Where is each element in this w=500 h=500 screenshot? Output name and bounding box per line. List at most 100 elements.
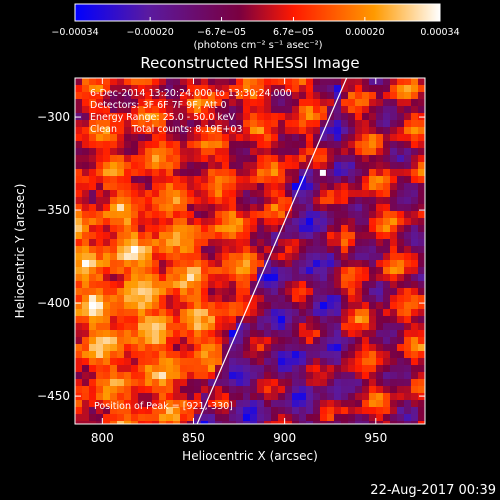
heatmap-cell [397, 225, 404, 232]
heatmap-cell [278, 323, 285, 330]
heatmap-cell [229, 267, 236, 274]
heatmap-cell [194, 148, 201, 155]
heatmap-cell [348, 78, 355, 85]
heatmap-cell [82, 246, 89, 253]
heatmap-cell [82, 190, 89, 197]
heatmap-cell [124, 155, 131, 162]
heatmap-cell [180, 372, 187, 379]
heatmap-cell [173, 365, 180, 372]
heatmap-cell [131, 421, 138, 424]
heatmap-cell [418, 225, 425, 232]
heatmap-cell [201, 183, 208, 190]
heatmap-cell [257, 148, 264, 155]
heatmap-cell [292, 351, 299, 358]
heatmap-cell [320, 85, 327, 92]
heatmap-cell [82, 302, 89, 309]
heatmap-cell [355, 85, 362, 92]
heatmap-cell [187, 239, 194, 246]
heatmap-cell [411, 281, 418, 288]
heatmap-cell [152, 393, 159, 400]
heatmap-cell [362, 281, 369, 288]
heatmap-cell [383, 148, 390, 155]
heatmap-cell [222, 316, 229, 323]
heatmap-cell [124, 372, 131, 379]
heatmap-cell [390, 106, 397, 113]
heatmap-cell [103, 92, 110, 99]
heatmap-cell [110, 393, 117, 400]
heatmap-cell [243, 211, 250, 218]
heatmap-cell [341, 232, 348, 239]
heatmap-cell [201, 92, 208, 99]
heatmap-cell [278, 330, 285, 337]
heatmap-cell [390, 379, 397, 386]
heatmap-cell [250, 85, 257, 92]
heatmap-cell [369, 414, 376, 421]
heatmap-cell [166, 232, 173, 239]
heatmap-cell [390, 295, 397, 302]
heatmap-cell [110, 344, 117, 351]
heatmap-cell [292, 99, 299, 106]
heatmap-cell [117, 393, 124, 400]
heatmap-cell [180, 155, 187, 162]
heatmap-cell [222, 260, 229, 267]
heatmap-cell [194, 372, 201, 379]
heatmap-cell [404, 379, 411, 386]
heatmap-cell [404, 183, 411, 190]
heatmap-cell [327, 134, 334, 141]
heatmap-cell [341, 337, 348, 344]
heatmap-cell [110, 302, 117, 309]
heatmap-cell [194, 239, 201, 246]
heatmap-cell [327, 197, 334, 204]
heatmap-cell [166, 323, 173, 330]
heatmap-cell [292, 78, 299, 85]
heatmap-cell [110, 148, 117, 155]
heatmap-cell [348, 218, 355, 225]
heatmap-cell [194, 393, 201, 400]
heatmap-cell [208, 106, 215, 113]
heatmap-cell [376, 365, 383, 372]
heatmap-cell [397, 316, 404, 323]
heatmap-cell [117, 218, 124, 225]
heatmap-cell [271, 99, 278, 106]
heatmap-cell [313, 239, 320, 246]
heatmap-cell [306, 295, 313, 302]
heatmap-cell [404, 386, 411, 393]
heatmap-cell [236, 85, 243, 92]
heatmap-cell [285, 295, 292, 302]
heatmap-cell [117, 358, 124, 365]
heatmap-cell [117, 120, 124, 127]
heatmap-cell [306, 351, 313, 358]
heatmap-cell [96, 197, 103, 204]
heatmap-cell [138, 400, 145, 407]
heatmap-cell [194, 246, 201, 253]
heatmap-cell [362, 225, 369, 232]
heatmap-cell [75, 260, 82, 267]
heatmap-cell [173, 113, 180, 120]
heatmap-cell [376, 407, 383, 414]
heatmap-cell [285, 211, 292, 218]
heatmap-cell [138, 211, 145, 218]
heatmap-cell [194, 260, 201, 267]
heatmap-cell [222, 183, 229, 190]
heatmap-cell [229, 190, 236, 197]
heatmap-cell [117, 288, 124, 295]
heatmap-cell [397, 386, 404, 393]
heatmap-cell [362, 330, 369, 337]
heatmap-cell [362, 386, 369, 393]
heatmap-cell [201, 281, 208, 288]
footer-timestamp: 22-Aug-2017 00:39 [370, 483, 496, 498]
heatmap-cell [362, 351, 369, 358]
heatmap-cell [194, 323, 201, 330]
heatmap-cell [369, 78, 376, 85]
heatmap-cell [243, 316, 250, 323]
heatmap-cell [145, 351, 152, 358]
heatmap-cell [411, 365, 418, 372]
heatmap-cell [362, 204, 369, 211]
heatmap-cell [82, 218, 89, 225]
heatmap-cell [278, 288, 285, 295]
heatmap-cell [397, 351, 404, 358]
heatmap-cell [229, 246, 236, 253]
heatmap-cell [124, 169, 131, 176]
heatmap-cell [201, 302, 208, 309]
heatmap-cell [236, 295, 243, 302]
